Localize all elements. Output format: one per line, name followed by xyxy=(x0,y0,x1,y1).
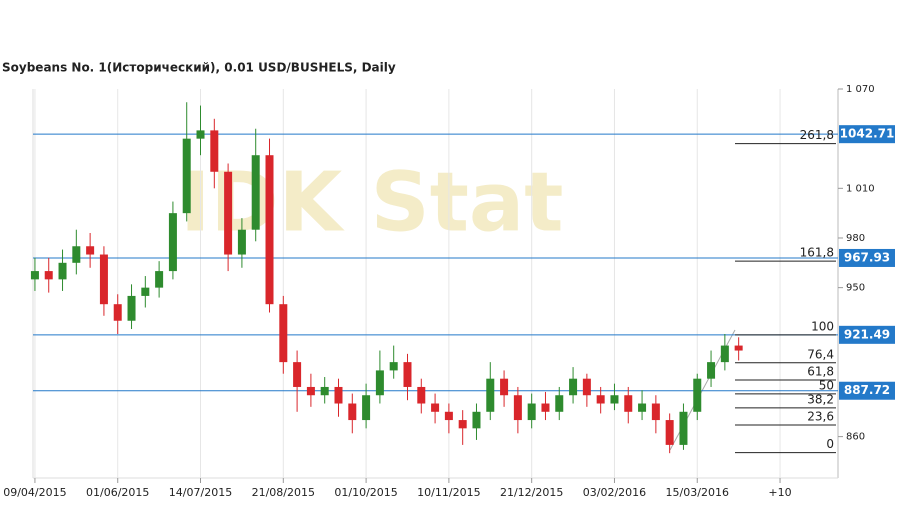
candle-body xyxy=(555,395,564,412)
candle-body xyxy=(30,271,39,280)
candle-body xyxy=(306,386,315,396)
x-tick-label: 01/06/2015 xyxy=(86,486,149,499)
candle-body xyxy=(168,213,177,272)
candle-body xyxy=(127,295,136,321)
candle-body xyxy=(417,386,426,404)
x-tick-label: 09/04/2015 xyxy=(3,486,66,499)
y-tick-label: 980 xyxy=(846,233,865,244)
candle-body xyxy=(251,155,260,230)
candle-body xyxy=(348,403,357,421)
fib-label: 0 xyxy=(826,437,834,451)
y-tick-label: 1 070 xyxy=(846,84,875,95)
x-tick-label: 21/12/2015 xyxy=(500,486,563,499)
price-box xyxy=(839,125,895,144)
x-tick-label: 15/03/2016 xyxy=(666,486,729,499)
candle-body xyxy=(141,287,150,296)
candle-body xyxy=(362,395,371,421)
candle-body xyxy=(113,304,122,321)
x-tick-label: 21/08/2015 xyxy=(252,486,315,499)
candle-body xyxy=(734,345,743,351)
candle-body xyxy=(679,411,688,445)
candle-body xyxy=(527,403,536,421)
candle-body xyxy=(72,246,81,263)
fib-label: 23,6 xyxy=(807,410,834,424)
candle-body xyxy=(486,378,495,412)
price-box xyxy=(839,325,895,344)
candle-body xyxy=(693,378,702,412)
fib-label: 50 xyxy=(819,378,834,392)
candle-body xyxy=(610,395,619,404)
candle-body xyxy=(334,386,343,404)
candle-body xyxy=(182,138,191,214)
y-tick-label: 950 xyxy=(846,283,865,294)
candle-body xyxy=(707,362,716,379)
candle-body xyxy=(569,378,578,396)
candle-body xyxy=(389,362,398,371)
fib-label: 61,8 xyxy=(807,365,834,379)
fib-label: 161,8 xyxy=(800,246,834,260)
candle-body xyxy=(224,171,233,255)
fib-label: 38,2 xyxy=(807,392,834,406)
candle-body xyxy=(320,386,329,396)
x-tick-label: 01/10/2015 xyxy=(334,486,397,499)
candle-body xyxy=(375,370,384,396)
fib-label: 261,8 xyxy=(800,128,834,142)
price-box xyxy=(839,381,895,400)
candle-body xyxy=(265,155,274,305)
candle-body xyxy=(582,378,591,396)
price-label: 921.49 xyxy=(844,327,890,341)
candle-body xyxy=(541,403,550,412)
chart-title: Soybeans No. 1(Исторический), 0.01 USD/B… xyxy=(2,61,396,75)
candle-body xyxy=(596,395,605,404)
candle-body xyxy=(293,362,302,387)
candle-body xyxy=(638,403,647,412)
candle-body xyxy=(513,395,522,421)
x-tick-label: +10 xyxy=(768,486,791,499)
candle-body xyxy=(196,130,205,139)
candle-body xyxy=(431,403,440,412)
price-box xyxy=(839,248,895,267)
y-tick-label: 1 010 xyxy=(846,183,875,194)
candle-body xyxy=(86,246,95,255)
watermark: IDK Stat xyxy=(180,155,563,250)
candle-body xyxy=(444,411,453,421)
fib-label: 76,4 xyxy=(807,347,834,361)
candle-body xyxy=(44,271,53,280)
candle-body xyxy=(665,420,674,445)
candle-body xyxy=(279,304,288,363)
price-label: 1042.71 xyxy=(840,127,895,141)
candle-body xyxy=(99,254,108,305)
candle-body xyxy=(58,262,67,280)
x-tick-label: 10/11/2015 xyxy=(417,486,480,499)
candle-body xyxy=(155,271,164,288)
price-label: 887.72 xyxy=(844,383,890,397)
price-label: 967.93 xyxy=(844,250,890,264)
candle-body xyxy=(403,362,412,387)
candle-body xyxy=(237,229,246,255)
x-tick-label: 14/07/2015 xyxy=(169,486,232,499)
y-tick-label: 860 xyxy=(846,432,865,443)
x-tick-label: 03/02/2016 xyxy=(583,486,646,499)
candle-body xyxy=(472,411,481,429)
fib-label: 100 xyxy=(811,319,834,333)
candle-body xyxy=(651,403,660,421)
candle-body xyxy=(624,395,633,412)
candle-body xyxy=(720,345,729,363)
candle-body xyxy=(500,378,509,396)
candle-body xyxy=(210,130,219,172)
candle-body xyxy=(458,420,467,429)
